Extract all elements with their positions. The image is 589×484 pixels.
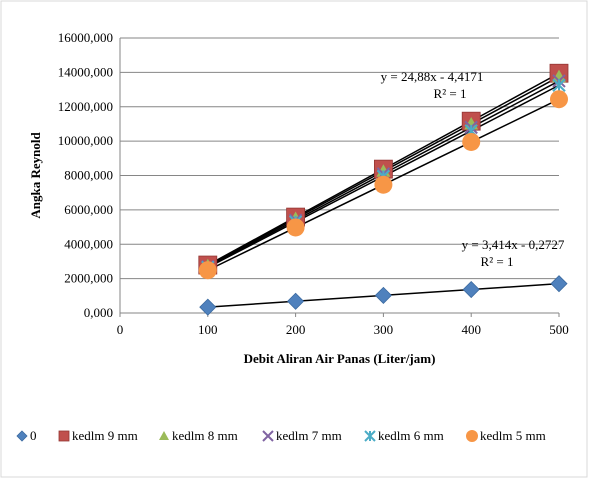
data-point [374, 175, 393, 194]
x-tick-label: 400 [461, 322, 481, 337]
x-tick-label: 300 [374, 322, 394, 337]
legend-marker [262, 430, 274, 442]
data-point [374, 286, 392, 304]
legend-marker [466, 430, 478, 442]
x-axis-title: Debit Aliran Air Panas (Liter/jam) [244, 351, 436, 366]
legend-label: kedlm 6 mm [378, 428, 444, 443]
y-tick-label: 6000,000 [64, 202, 113, 217]
x-tick-label: 100 [198, 322, 218, 337]
legend-marker [16, 430, 28, 442]
y-tick-label: 16000,000 [58, 30, 113, 45]
data-point [550, 90, 568, 109]
data-point [552, 78, 566, 92]
y-tick-label: 8000,000 [64, 168, 113, 183]
x-tick-label: 200 [286, 322, 306, 337]
legend-marker [159, 431, 169, 440]
data-point [198, 261, 217, 280]
x-tick-label: 0 [117, 322, 124, 337]
legend-label: kedlm 8 mm [172, 428, 238, 443]
y-tick-label: 0,000 [84, 305, 113, 320]
data-point [286, 218, 305, 237]
y-tick-label: 14000,000 [58, 64, 113, 79]
trendline-equation: y = 3,414x - 0,2727 [462, 237, 565, 252]
data-point [552, 69, 566, 83]
legend-marker [58, 430, 70, 442]
y-tick-label: 10000,000 [58, 133, 113, 148]
y-tick-label: 2000,000 [64, 271, 113, 286]
r-squared-label: R² = 1 [481, 254, 514, 269]
legend-marker [364, 430, 376, 442]
data-point [550, 275, 568, 293]
x-tick-label: 500 [549, 322, 569, 337]
trendline-equation: y = 24,88x - 4,4171 [381, 69, 484, 84]
data-point [199, 298, 217, 316]
legend-label: 0 [30, 428, 37, 443]
y-tick-label: 4000,000 [64, 236, 113, 251]
data-point [462, 280, 480, 299]
y-axis-title: Angka Reynold [28, 132, 43, 219]
r-squared-label: R² = 1 [434, 86, 467, 101]
legend-label: kedlm 5 mm [480, 428, 546, 443]
legend-label: kedlm 9 mm [72, 428, 138, 443]
y-tick-label: 12000,000 [58, 99, 113, 114]
legend-label: kedlm 7 mm [276, 428, 342, 443]
data-point [287, 292, 305, 310]
data-point [462, 132, 481, 151]
